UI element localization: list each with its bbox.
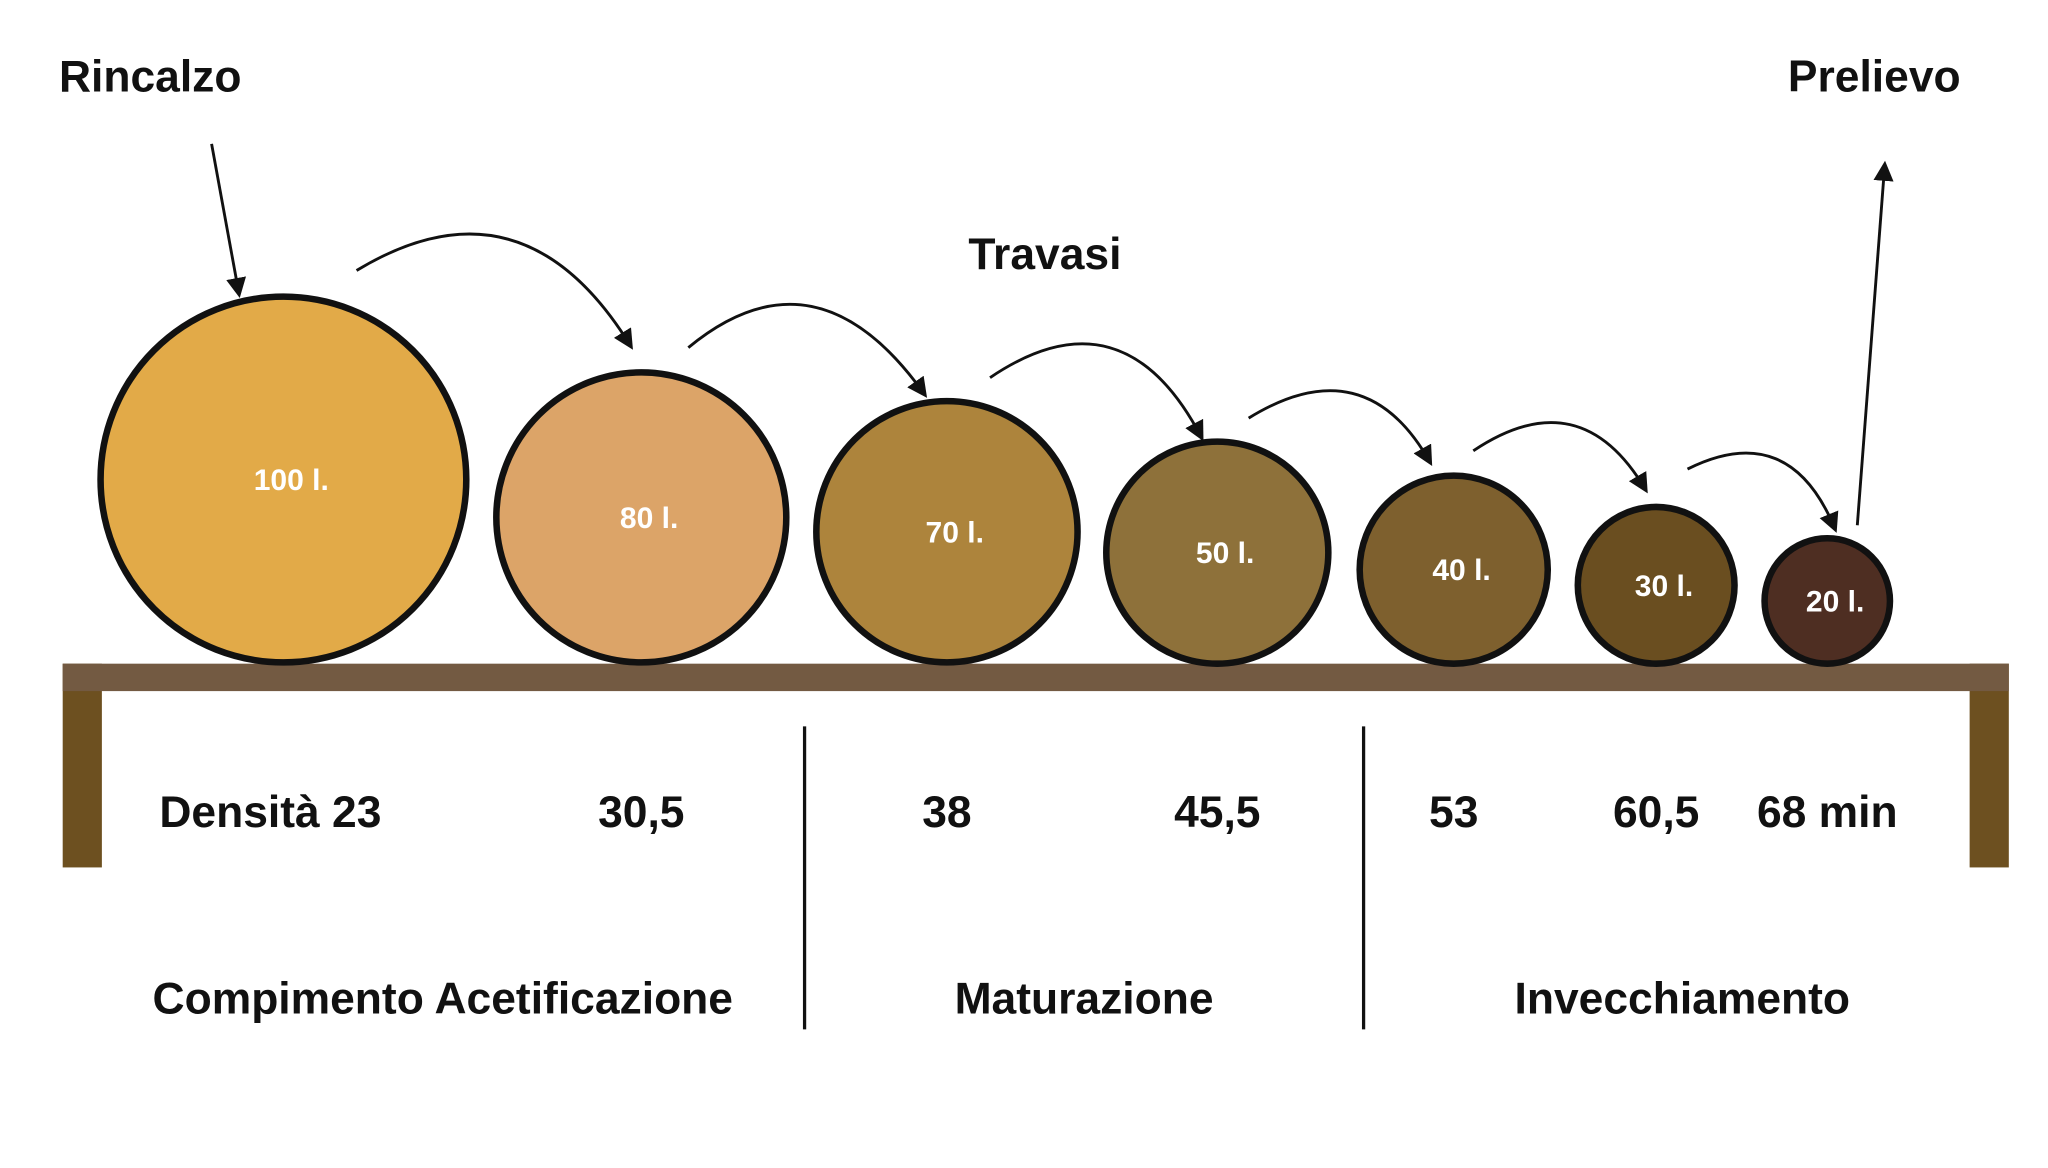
- barrel: [1103, 438, 1332, 667]
- phase-label: Compimento Acetificazione: [153, 975, 733, 1024]
- density-label: 53: [1429, 788, 1478, 837]
- barrel: [1761, 535, 1894, 667]
- barrel: [97, 293, 470, 666]
- phase-label: Maturazione: [955, 975, 1214, 1024]
- arrow: [1247, 389, 1433, 467]
- input-label: Rincalzo: [59, 53, 242, 102]
- barrel-label: 20 l.: [1806, 586, 1864, 619]
- barrel-label: 70 l.: [926, 516, 984, 549]
- density-label: 38: [922, 788, 971, 837]
- arrow: [1855, 160, 1894, 526]
- arrow: [355, 232, 633, 350]
- density-label: 60,5: [1613, 788, 1699, 837]
- shelf-leg: [62, 663, 102, 868]
- barrel-label: 100 l.: [254, 464, 329, 497]
- barrel: [493, 369, 790, 666]
- barrel-label: 50 l.: [1196, 537, 1254, 570]
- arrow: [210, 143, 247, 298]
- density-label: Densità 23: [159, 788, 381, 837]
- density-label: 68 min: [1757, 788, 1898, 837]
- shelf-leg: [1969, 663, 2009, 868]
- barrels: 100 l. Densità 23 80 l. 30,5 70 l. 38 50 l. 45,…: [97, 293, 1898, 837]
- barrel: [1356, 472, 1552, 667]
- transfer-label: Travasi: [968, 230, 1121, 279]
- barrel-label: 30 l.: [1635, 570, 1693, 603]
- barrel: [1574, 503, 1738, 667]
- density-label: 45,5: [1174, 788, 1260, 837]
- arrow: [687, 302, 928, 398]
- arrow: [989, 342, 1204, 442]
- barrel-label: 40 l.: [1432, 554, 1490, 587]
- output-label: Prelievo: [1788, 53, 1961, 102]
- density-label: 30,5: [598, 788, 684, 837]
- arrow: [1686, 451, 1839, 533]
- barrel: [813, 397, 1081, 666]
- arrows: [210, 143, 1894, 533]
- arrow: [1472, 421, 1648, 494]
- barrel-label: 80 l.: [620, 502, 678, 535]
- shelf: [62, 663, 2009, 692]
- phase-label: Invecchiamento: [1515, 975, 1851, 1024]
